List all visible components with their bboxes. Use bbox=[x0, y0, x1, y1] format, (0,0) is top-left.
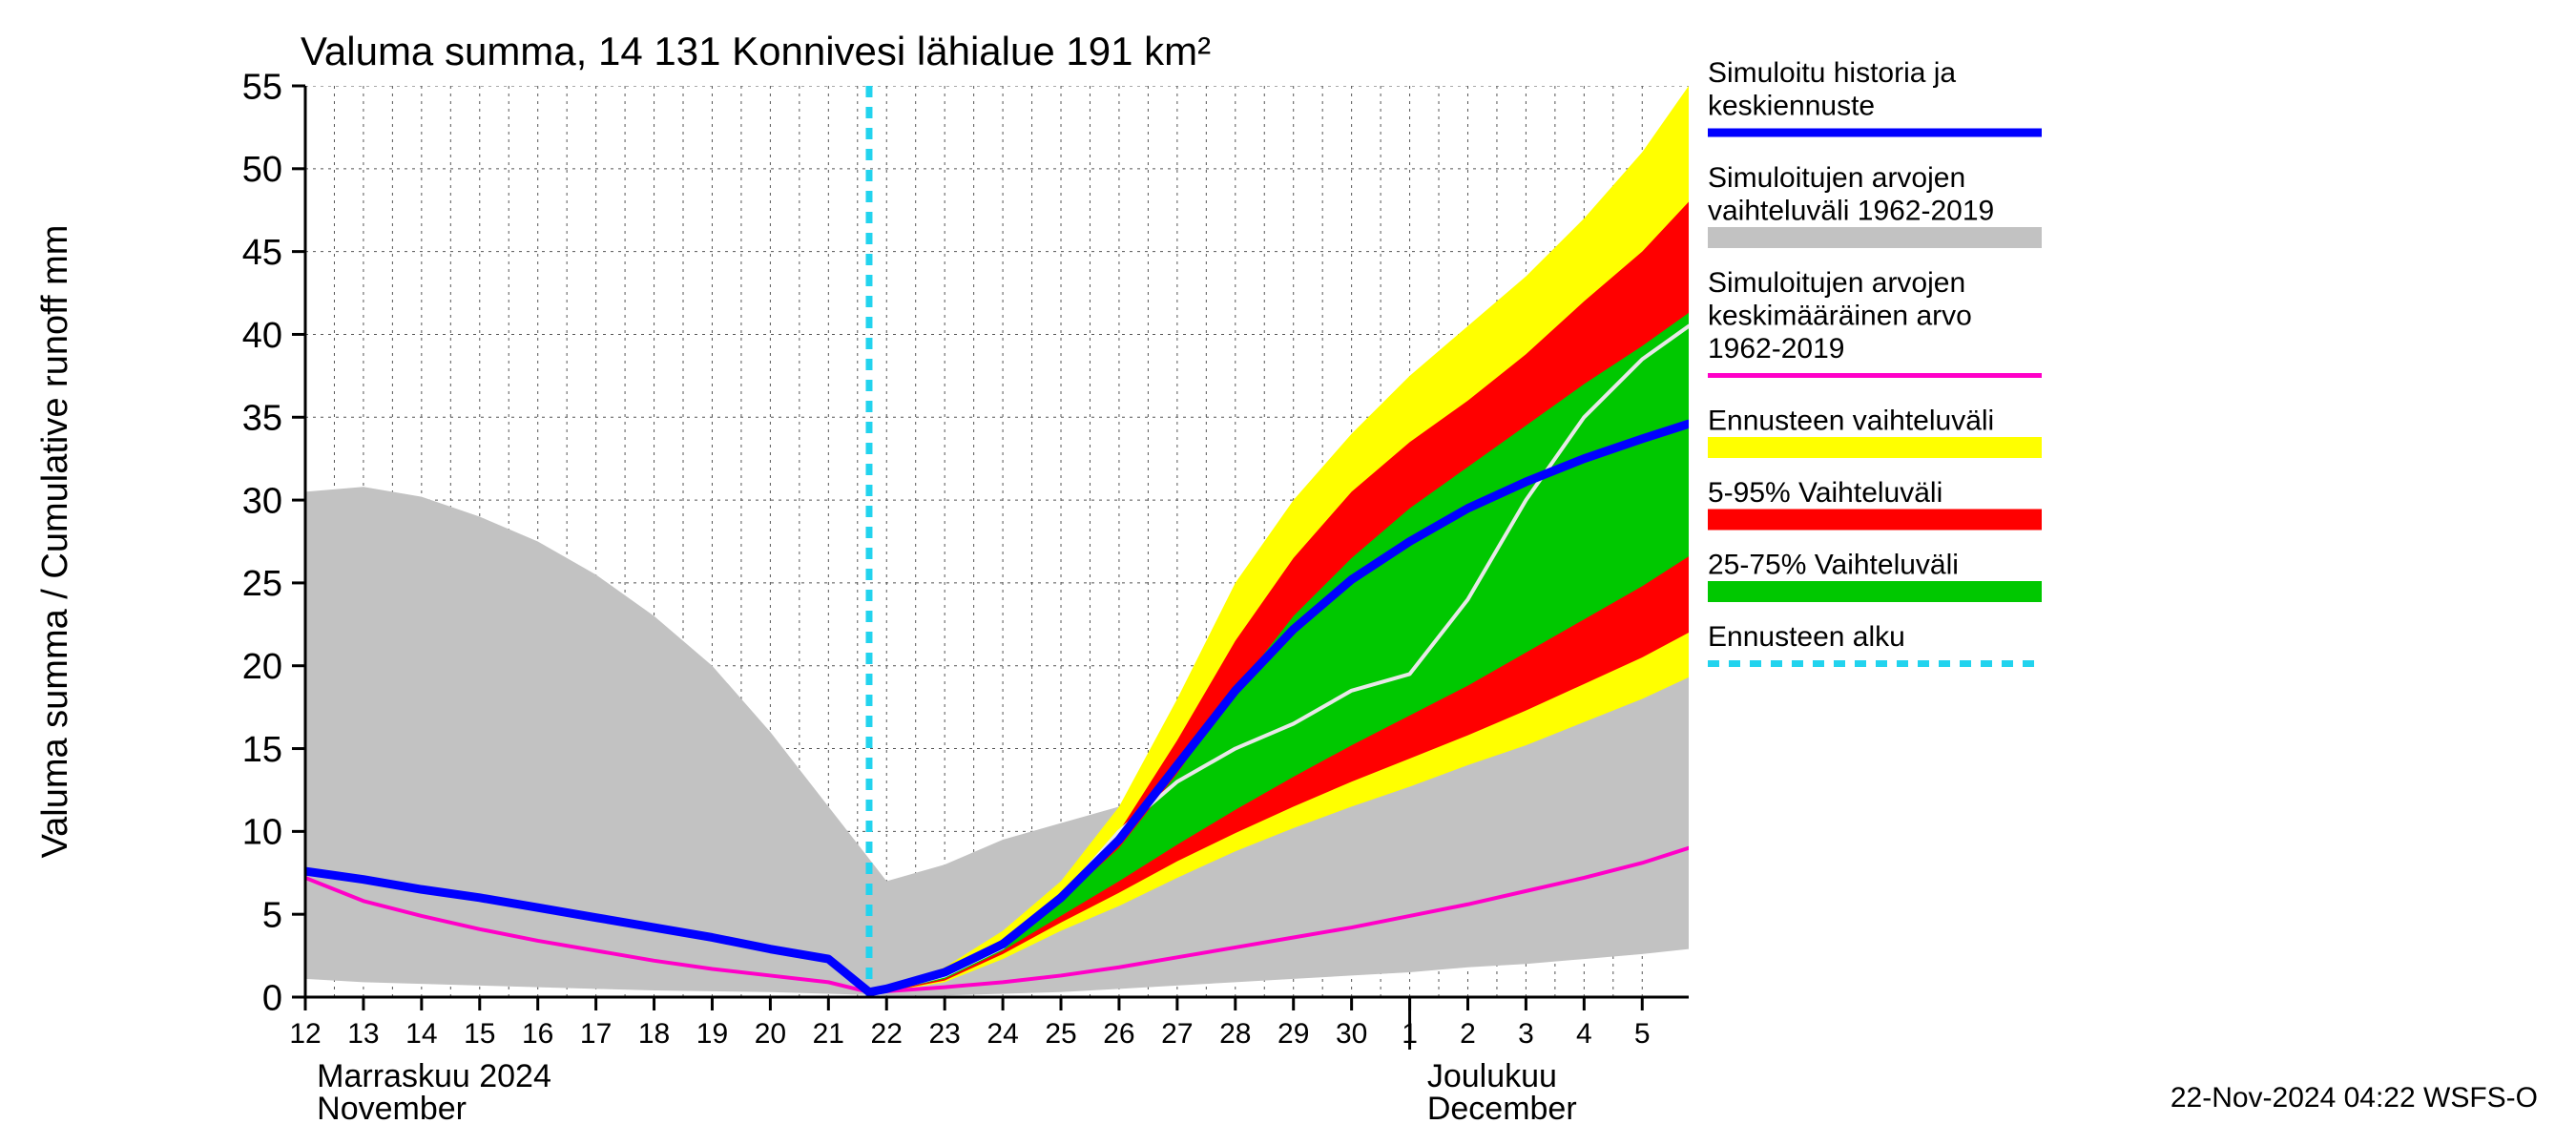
ytick-label: 5 bbox=[262, 895, 282, 935]
xtick-label: 23 bbox=[928, 1018, 960, 1050]
xtick-label: 3 bbox=[1518, 1018, 1534, 1050]
ytick-label: 15 bbox=[242, 730, 282, 770]
xtick-label: 17 bbox=[580, 1018, 612, 1050]
ytick-label: 20 bbox=[242, 647, 282, 687]
xtick-label: 15 bbox=[464, 1018, 495, 1050]
xtick-label: 29 bbox=[1278, 1018, 1309, 1050]
legend-label: Simuloitu historia ja bbox=[1708, 57, 1956, 89]
xtick-label: 18 bbox=[638, 1018, 670, 1050]
legend-label: vaihteluväli 1962-2019 bbox=[1708, 196, 1994, 227]
xtick-label: 20 bbox=[755, 1018, 786, 1050]
ytick-label: 40 bbox=[242, 316, 282, 356]
xtick-label: 27 bbox=[1161, 1018, 1193, 1050]
xtick-label: 22 bbox=[871, 1018, 903, 1050]
legend-label: Simuloitujen arvojen bbox=[1708, 162, 1965, 194]
month-label: Marraskuu 2024 bbox=[317, 1058, 551, 1094]
legend-swatch bbox=[1708, 581, 2042, 602]
xtick-label: 16 bbox=[522, 1018, 553, 1050]
xtick-label: 1 bbox=[1402, 1018, 1418, 1050]
xtick-label: 14 bbox=[405, 1018, 437, 1050]
chart-title: Valuma summa, 14 131 Konnivesi lähialue … bbox=[301, 29, 1211, 73]
xtick-label: 28 bbox=[1219, 1018, 1251, 1050]
legend-label: Ennusteen alku bbox=[1708, 621, 1905, 653]
xtick-label: 26 bbox=[1103, 1018, 1134, 1050]
xtick-label: 12 bbox=[289, 1018, 321, 1050]
xtick-label: 30 bbox=[1336, 1018, 1367, 1050]
xtick-label: 5 bbox=[1634, 1018, 1651, 1050]
footer-timestamp: 22-Nov-2024 04:22 WSFS-O bbox=[2171, 1082, 2538, 1114]
ytick-label: 0 bbox=[262, 978, 282, 1018]
xtick-label: 25 bbox=[1045, 1018, 1076, 1050]
legend-swatch bbox=[1708, 510, 2042, 531]
xtick-label: 4 bbox=[1576, 1018, 1592, 1050]
month-label: December bbox=[1427, 1091, 1577, 1127]
ytick-label: 25 bbox=[242, 564, 282, 604]
legend-label: keskiennuste bbox=[1708, 91, 1875, 122]
legend-label: 5-95% Vaihteluväli bbox=[1708, 477, 1942, 509]
legend-label: Ennusteen vaihteluväli bbox=[1708, 406, 1994, 437]
xtick-label: 13 bbox=[347, 1018, 379, 1050]
ytick-label: 30 bbox=[242, 481, 282, 521]
ytick-label: 55 bbox=[242, 67, 282, 107]
runoff-chart: 0510152025303540455055121314151617181920… bbox=[0, 0, 2576, 1145]
xtick-label: 24 bbox=[987, 1018, 1018, 1050]
legend-label: Simuloitujen arvojen bbox=[1708, 267, 1965, 299]
xtick-label: 21 bbox=[813, 1018, 844, 1050]
month-label: Joulukuu bbox=[1427, 1058, 1557, 1094]
ytick-label: 35 bbox=[242, 399, 282, 439]
legend-swatch bbox=[1708, 437, 2042, 458]
legend-label: 1962-2019 bbox=[1708, 333, 1844, 364]
ytick-label: 45 bbox=[242, 233, 282, 273]
month-label: November bbox=[317, 1091, 467, 1127]
legend-label: keskimääräinen arvo bbox=[1708, 301, 1972, 332]
legend-label: 25-75% Vaihteluväli bbox=[1708, 550, 1959, 581]
xtick-label: 19 bbox=[696, 1018, 728, 1050]
y-axis-label: Valuma summa / Cumulative runoff mm bbox=[35, 225, 75, 859]
xtick-label: 2 bbox=[1460, 1018, 1476, 1050]
ytick-label: 10 bbox=[242, 813, 282, 853]
chart-container: 0510152025303540455055121314151617181920… bbox=[0, 0, 2576, 1145]
legend-swatch bbox=[1708, 227, 2042, 248]
ytick-label: 50 bbox=[242, 150, 282, 190]
